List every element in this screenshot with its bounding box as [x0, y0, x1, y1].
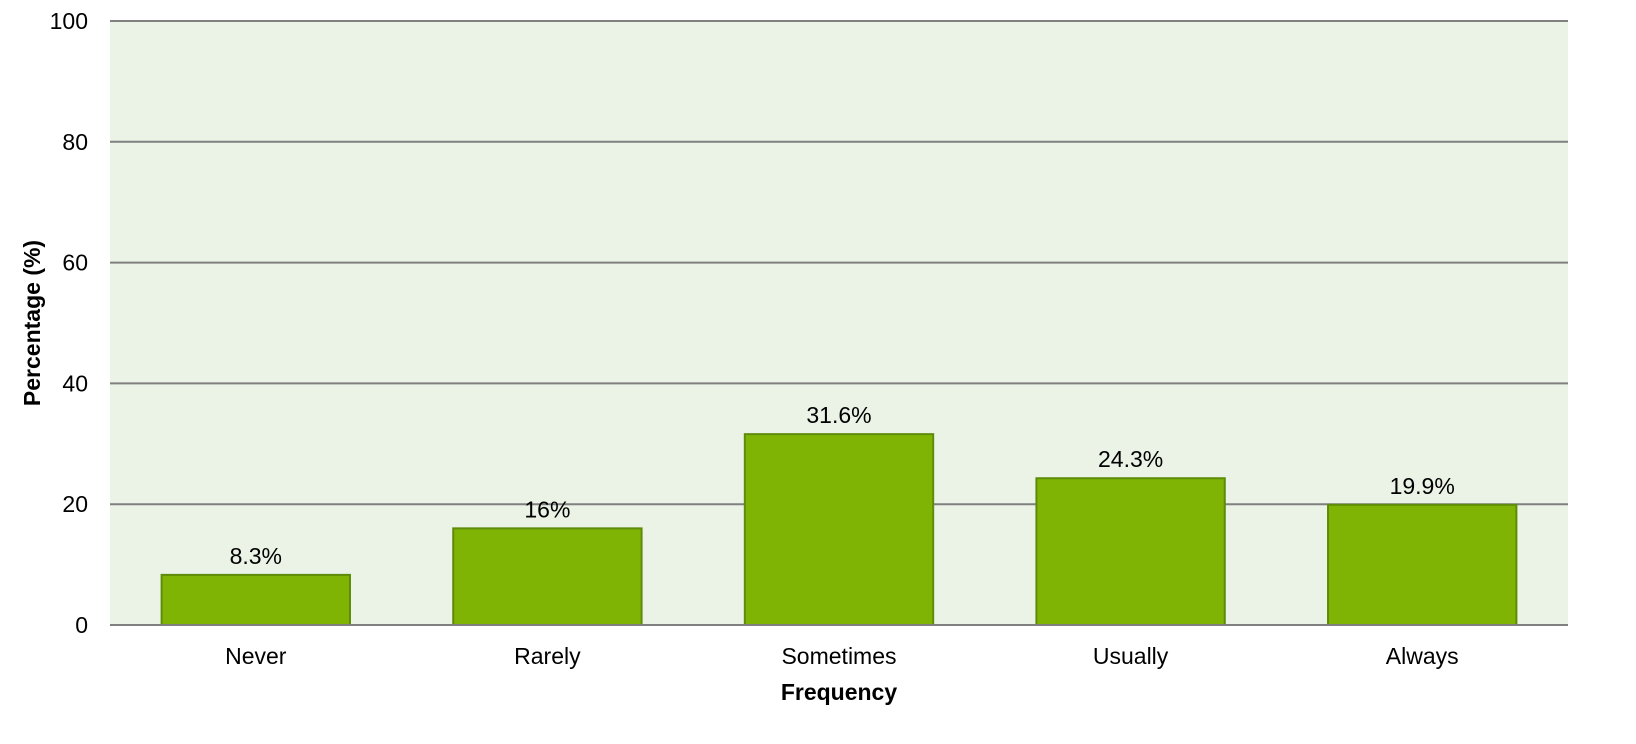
- y-tick-label: 0: [75, 612, 88, 638]
- x-tick-label: Usually: [1093, 643, 1169, 669]
- x-axis-ticks: Never Rarely Sometimes Usually Always: [225, 643, 1459, 669]
- y-tick-label: 100: [50, 8, 88, 34]
- bar-always: [1327, 503, 1518, 626]
- x-tick-label: Sometimes: [781, 643, 896, 669]
- bar-usually: [1035, 477, 1226, 626]
- data-labels: 8.3% 16% 31.6% 24.3% 19.9%: [230, 402, 1455, 569]
- bar-rarely: [452, 527, 643, 626]
- y-tick-label: 40: [62, 370, 88, 396]
- data-label: 8.3%: [230, 543, 282, 569]
- y-tick-label: 80: [62, 129, 88, 155]
- x-tick-label: Rarely: [514, 643, 581, 669]
- data-label: 16%: [524, 496, 570, 522]
- y-axis-title: Percentage (%): [19, 240, 45, 406]
- x-axis-title: Frequency: [781, 679, 898, 705]
- data-label: 31.6%: [806, 402, 871, 428]
- data-label: 19.9%: [1390, 473, 1455, 499]
- bar-never: [160, 573, 351, 626]
- y-tick-label: 20: [62, 491, 88, 517]
- x-tick-label: Never: [225, 643, 287, 669]
- y-axis-ticks: 0 20 40 60 80 100: [50, 8, 88, 638]
- x-tick-label: Always: [1386, 643, 1459, 669]
- y-tick-label: 60: [62, 250, 88, 276]
- bar-sometimes: [743, 433, 935, 626]
- bars: [160, 433, 1518, 626]
- data-label: 24.3%: [1098, 446, 1163, 472]
